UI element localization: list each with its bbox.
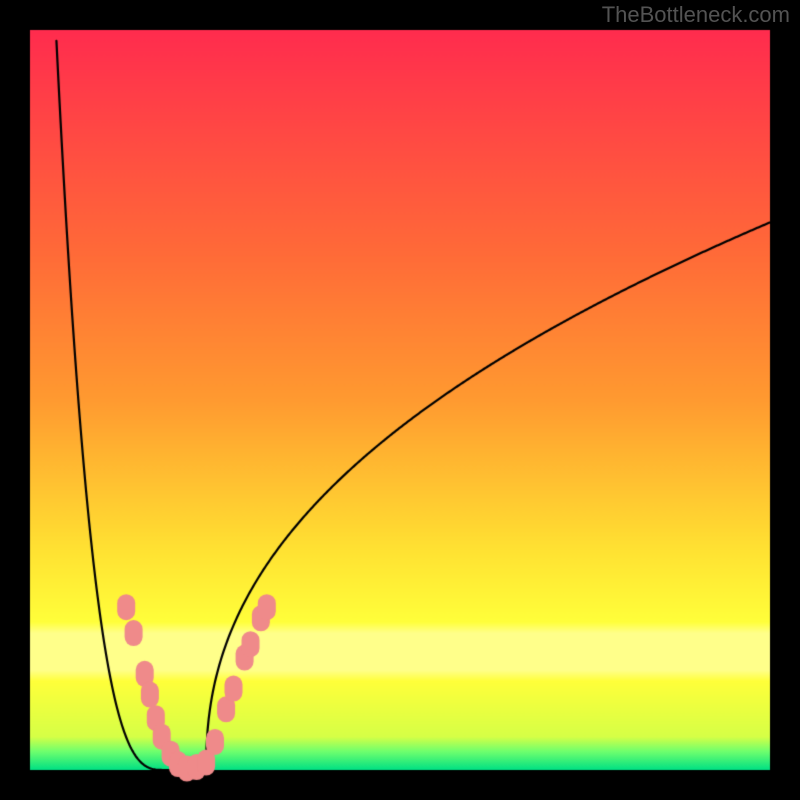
watermark-text: TheBottleneck.com <box>602 2 790 28</box>
chart-stage: TheBottleneck.com <box>0 0 800 800</box>
chart-canvas <box>0 0 800 800</box>
